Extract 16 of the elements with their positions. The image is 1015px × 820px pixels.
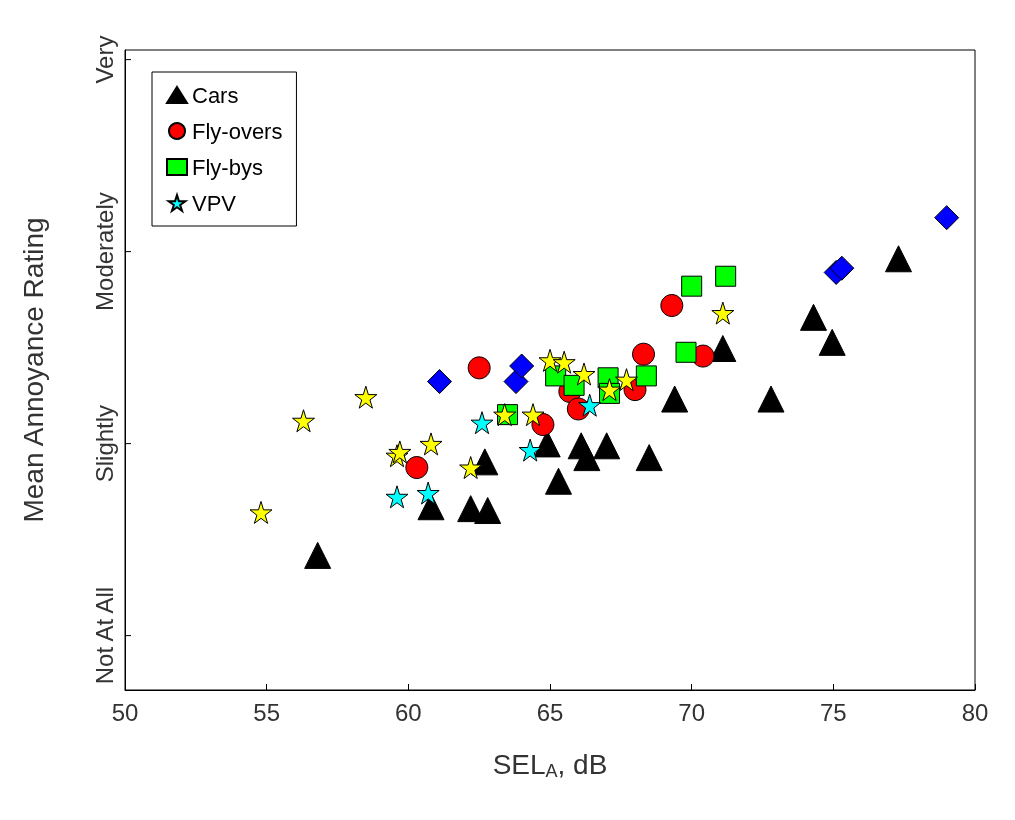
text: Very xyxy=(90,35,118,84)
x-tick-label: 55 xyxy=(253,698,281,726)
x-tick-label: 80 xyxy=(961,698,989,726)
legend-label: Cars xyxy=(192,82,239,108)
text: Slightly xyxy=(90,404,118,483)
text: Not At All xyxy=(90,586,118,685)
legend-label: VPV xyxy=(192,190,237,216)
legend-label: Fly-bys xyxy=(192,154,263,180)
x-tick-label: 75 xyxy=(819,698,847,726)
x-tick-label: 65 xyxy=(536,698,564,726)
x-tick-label: 50 xyxy=(111,698,139,726)
x-tick-label: 70 xyxy=(678,698,706,726)
x-tick-label: 60 xyxy=(394,698,422,726)
legend-label: Fly-overs xyxy=(192,118,283,144)
text: Moderately xyxy=(90,192,118,311)
y-axis-title: Mean Annoyance Rating xyxy=(17,217,49,523)
